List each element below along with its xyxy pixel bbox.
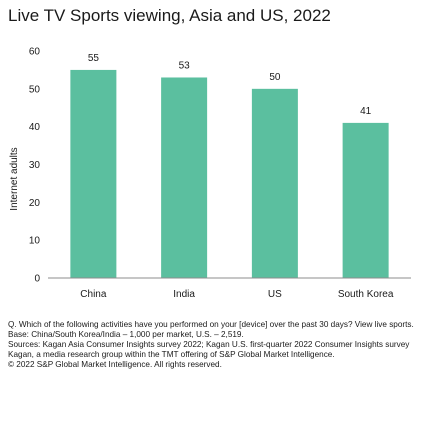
- bar-south-korea: [342, 122, 389, 278]
- y-tick-label: 10: [29, 236, 41, 247]
- data-label: 41: [360, 106, 372, 117]
- bars: 55 53 50 41: [70, 53, 389, 279]
- bar-us: [251, 88, 298, 278]
- x-tick-label: South Korea: [338, 289, 394, 300]
- y-tick-label: 60: [29, 47, 41, 58]
- x-axis: China India US South Korea: [80, 289, 394, 300]
- y-tick-label: 0: [34, 274, 40, 285]
- data-label: 53: [179, 60, 191, 71]
- x-tick-label: India: [173, 289, 195, 300]
- x-tick-label: China: [80, 289, 107, 300]
- bar-india: [161, 77, 208, 278]
- y-axis: 0 10 20 30 40 50 60: [29, 47, 41, 285]
- y-tick-label: 50: [29, 84, 41, 95]
- data-label: 50: [269, 72, 281, 83]
- y-tick-label: 30: [29, 160, 41, 171]
- x-tick-label: US: [268, 289, 282, 300]
- note-copyright: © 2022 S&P Global Market Intelligence. A…: [8, 359, 222, 369]
- bar-chart: 0 10 20 30 40 50 60 Internet adults 55 53 50 41 C…: [9, 47, 411, 300]
- y-axis-label: Internet adults: [9, 147, 20, 210]
- note-question: Q. Which of the following activities hav…: [8, 320, 414, 329]
- y-tick-label: 40: [29, 122, 41, 133]
- chart-title: Live TV Sports viewing, Asia and US, 202…: [8, 6, 331, 25]
- y-tick-label: 20: [29, 198, 41, 209]
- bar-china: [70, 69, 117, 279]
- note-sources: Sources: Kagan Asia Consumer Insights su…: [8, 339, 410, 349]
- chart-notes: Q. Which of the following activities hav…: [8, 320, 422, 370]
- note-kagan: Kagan, a media research group within the…: [8, 349, 335, 359]
- note-base: Base: China/South Korea/India – 1,000 pe…: [8, 329, 244, 339]
- data-label: 55: [88, 53, 100, 64]
